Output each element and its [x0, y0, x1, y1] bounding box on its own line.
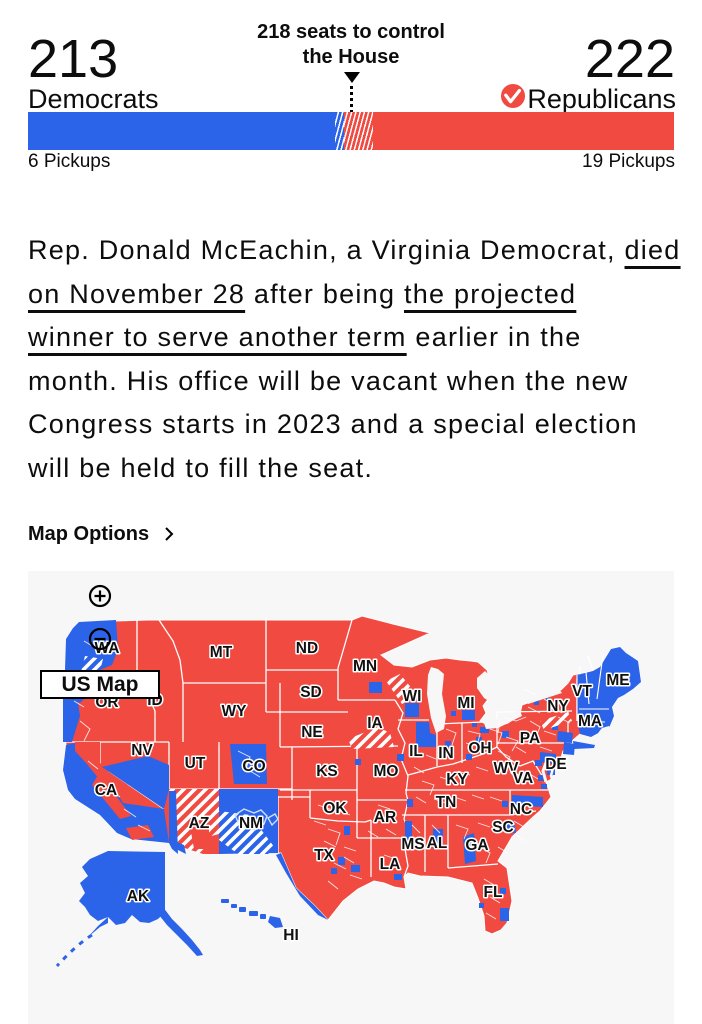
svg-text:NC: NC	[510, 801, 532, 818]
svg-text:MN: MN	[353, 658, 377, 675]
svg-text:AL: AL	[427, 835, 448, 852]
svg-text:AZ: AZ	[189, 815, 210, 832]
svg-text:MT: MT	[210, 644, 233, 661]
svg-text:ND: ND	[296, 640, 318, 657]
svg-text:HI: HI	[283, 927, 299, 944]
svg-text:CO: CO	[242, 758, 265, 775]
svg-text:NE: NE	[301, 724, 323, 741]
svg-text:WI: WI	[403, 688, 422, 705]
svg-text:VT: VT	[572, 683, 592, 700]
svg-text:LA: LA	[380, 856, 401, 873]
svg-text:OK: OK	[323, 800, 347, 817]
svg-text:NV: NV	[131, 742, 153, 759]
svg-text:GA: GA	[465, 837, 488, 854]
svg-text:NM: NM	[239, 815, 263, 832]
svg-text:UT: UT	[185, 755, 206, 772]
svg-text:WA: WA	[95, 640, 120, 657]
svg-text:OH: OH	[468, 740, 491, 757]
svg-text:MO: MO	[374, 763, 399, 780]
svg-text:MA: MA	[578, 713, 602, 730]
svg-text:WY: WY	[222, 703, 248, 720]
svg-text:IN: IN	[438, 745, 454, 762]
svg-text:SD: SD	[300, 684, 322, 701]
svg-text:VA: VA	[513, 770, 533, 787]
svg-text:PA: PA	[520, 730, 540, 747]
svg-text:AR: AR	[374, 809, 396, 826]
svg-text:WV: WV	[494, 760, 520, 777]
svg-text:TX: TX	[314, 847, 334, 864]
svg-text:IA: IA	[367, 715, 383, 732]
svg-text:SC: SC	[492, 819, 514, 836]
svg-text:MS: MS	[401, 836, 424, 853]
svg-text:ME: ME	[606, 672, 629, 689]
svg-text:IL: IL	[409, 743, 423, 760]
svg-text:KY: KY	[446, 771, 468, 788]
svg-text:AK: AK	[127, 888, 150, 905]
svg-text:DE: DE	[545, 756, 567, 773]
svg-text:TN: TN	[436, 794, 457, 811]
svg-text:NY: NY	[547, 698, 569, 715]
svg-text:MI: MI	[457, 695, 474, 712]
svg-text:FL: FL	[484, 884, 503, 901]
svg-text:KS: KS	[316, 763, 338, 780]
svg-text:CA: CA	[95, 782, 117, 799]
